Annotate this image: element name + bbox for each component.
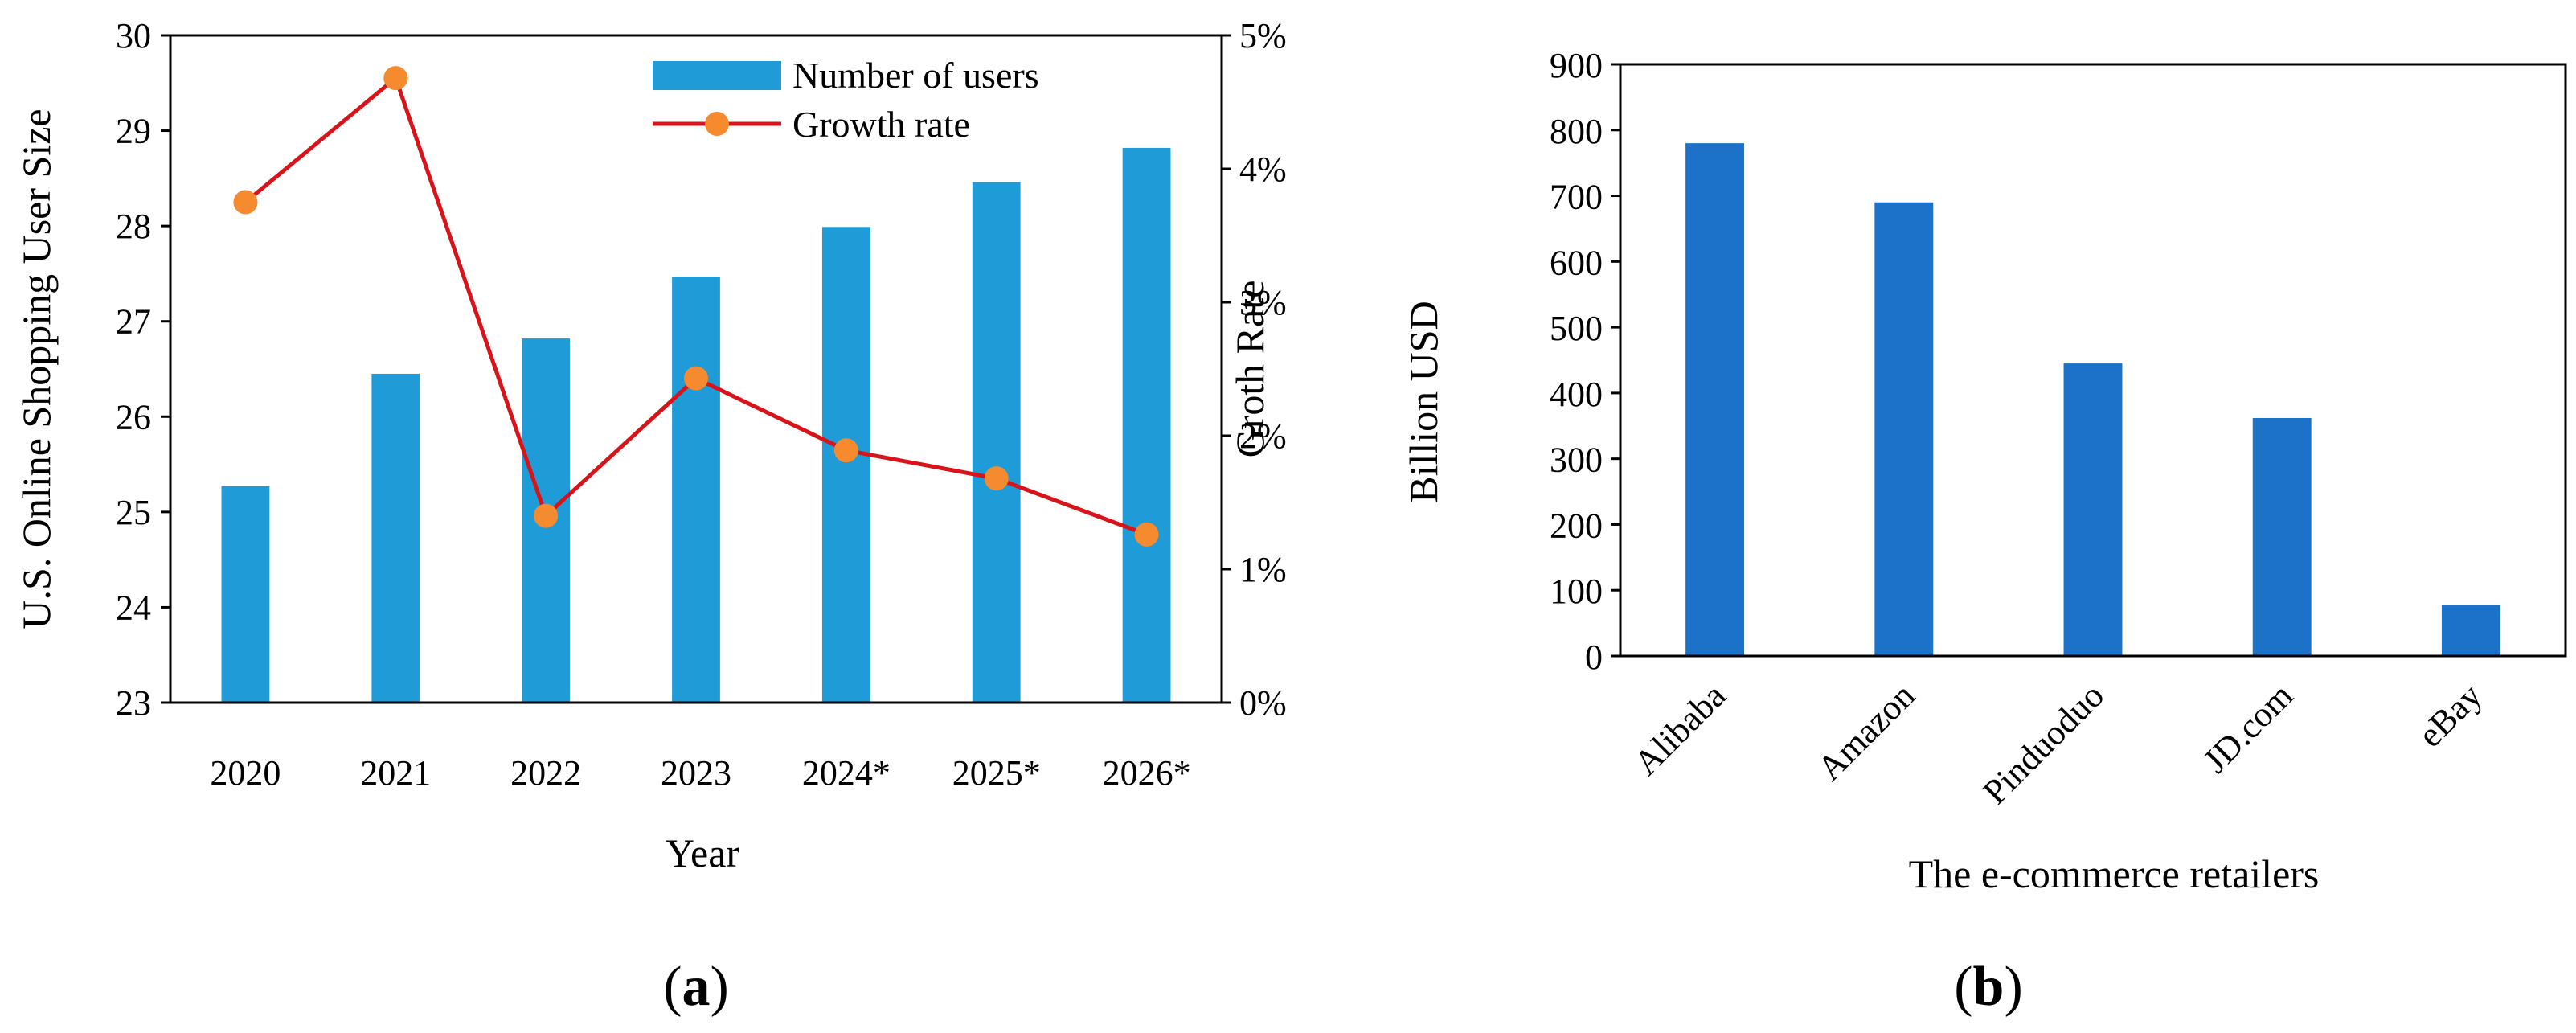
chart-a-xlabel: Year	[666, 830, 739, 875]
chart-a-line	[233, 66, 1159, 547]
b-x-tick-label-ebay: eBay	[2410, 675, 2490, 755]
b-x-tick-label-alibaba: Alibaba	[1627, 675, 1734, 782]
chart-a-ylabel: U.S. Online Shopping User Size	[14, 109, 59, 629]
legend-swatch-growth-marker	[705, 112, 729, 136]
bar-users-2026	[1122, 147, 1171, 703]
right-tick-label-3: 3%	[1239, 283, 1287, 322]
b-x-tick-label-pinduoduo: Pinduoduo	[1976, 675, 2111, 811]
chart-a-right-ticks: 0% 1% 2% 3% 4% 5%	[1222, 16, 1287, 723]
bar-ebay	[2441, 605, 2500, 656]
growth-point-2024	[833, 438, 858, 463]
chart-b-x-ticks: Alibaba Amazon Pinduoduo JD.com eBay	[1627, 675, 2490, 811]
b-y-tick-label-0: 0	[1585, 637, 1603, 677]
growth-point-2025	[984, 466, 1009, 491]
chart-b-plot-frame	[1619, 63, 2567, 658]
growth-point-2021	[383, 66, 408, 91]
panel-label-a-letter: a	[682, 956, 711, 1018]
chart-a-x-ticks: 2020 2021 2022 2023 2024* 2025* 2026*	[210, 753, 1190, 793]
right-tick-label-2: 2%	[1239, 416, 1287, 456]
x-tick-label-2023: 2023	[661, 753, 731, 793]
b-y-tick-label-500: 500	[1550, 309, 1603, 348]
b-y-tick-label-100: 100	[1550, 572, 1603, 611]
b-y-tick-label-900: 900	[1550, 46, 1603, 85]
bar-pinduoduo	[2063, 363, 2123, 656]
bar-users-2020	[221, 486, 270, 703]
chart-b-xlabel: The e-commerce retailers	[1909, 851, 2320, 896]
chart-b-bars	[1685, 143, 2500, 657]
b-x-tick-label-amazon: Amazon	[1810, 675, 1923, 788]
x-tick-label-2026: 2026*	[1103, 753, 1191, 793]
legend-swatch-users	[653, 61, 781, 90]
b-y-tick-label-600: 600	[1550, 243, 1603, 282]
b-y-tick-label-300: 300	[1550, 441, 1603, 480]
left-tick-label-24: 24	[116, 588, 151, 627]
right-tick-label-4: 4%	[1239, 150, 1287, 189]
growth-point-2023	[684, 366, 708, 391]
left-tick-label-23: 23	[116, 683, 151, 723]
chart-a-left-ticks: 23 24 25 26 27 28 29 30	[116, 16, 170, 723]
bar-amazon	[1874, 202, 1934, 656]
right-tick-label-1: 1%	[1239, 550, 1287, 589]
bar-users-2024	[821, 227, 870, 703]
chart-a-bars	[221, 147, 1171, 703]
b-y-tick-label-700: 700	[1550, 178, 1603, 217]
chart-a-y2label: Groth Rate	[1227, 281, 1272, 458]
panel-label-a: (a)	[663, 956, 729, 1018]
right-tick-label-0: 0%	[1239, 683, 1287, 723]
chart-a-legend: Number of users Growth rate	[653, 55, 1039, 145]
chart-a-plot-frame	[169, 34, 1223, 704]
panel-label-a-open: (	[663, 956, 682, 1018]
b-y-tick-label-200: 200	[1550, 506, 1603, 545]
b-y-tick-label-400: 400	[1550, 375, 1603, 414]
right-tick-label-5: 5%	[1239, 16, 1287, 55]
panel-label-b-open: (	[1954, 956, 1972, 1018]
legend-label-growth: Growth rate	[792, 104, 970, 145]
bar-users-2023	[672, 276, 720, 703]
left-tick-label-28: 28	[116, 207, 151, 246]
left-tick-label-27: 27	[116, 302, 151, 342]
bar-users-2025	[972, 182, 1021, 703]
b-y-tick-label-800: 800	[1550, 112, 1603, 151]
x-tick-label-2020: 2020	[210, 753, 281, 793]
x-tick-label-2021: 2021	[360, 753, 431, 793]
left-tick-label-29: 29	[116, 112, 151, 151]
panel-label-b-close: )	[2004, 956, 2022, 1018]
legend-label-users: Number of users	[792, 55, 1039, 96]
left-tick-label-25: 25	[116, 493, 151, 532]
left-tick-label-26: 26	[116, 397, 151, 437]
bar-users-2021	[371, 373, 420, 703]
chart-b-ylabel: Billion USD	[1401, 301, 1446, 502]
growth-point-2022	[534, 503, 559, 528]
bar-alibaba	[1685, 143, 1745, 657]
growth-point-2026	[1134, 522, 1159, 547]
panel-label-b: (b)	[1954, 956, 2023, 1018]
x-tick-label-2024: 2024*	[802, 753, 891, 793]
growth-point-2020	[233, 190, 258, 215]
b-x-tick-label-jd-com: JD.com	[2196, 675, 2301, 781]
x-tick-label-2022: 2022	[510, 753, 581, 793]
panel-label-b-letter: b	[1973, 956, 2005, 1018]
chart-b: 0 100 200 300 400 500 600 700 800 900 Alibaba Amaz…	[1401, 46, 2567, 1018]
panel-label-a-close: )	[711, 956, 729, 1018]
bar-jd-com	[2252, 417, 2312, 656]
x-tick-label-2025: 2025*	[952, 753, 1041, 793]
left-tick-label-30: 30	[116, 16, 151, 55]
chart-b-y-ticks: 0 100 200 300 400 500 600 700 800 900	[1550, 46, 1620, 677]
